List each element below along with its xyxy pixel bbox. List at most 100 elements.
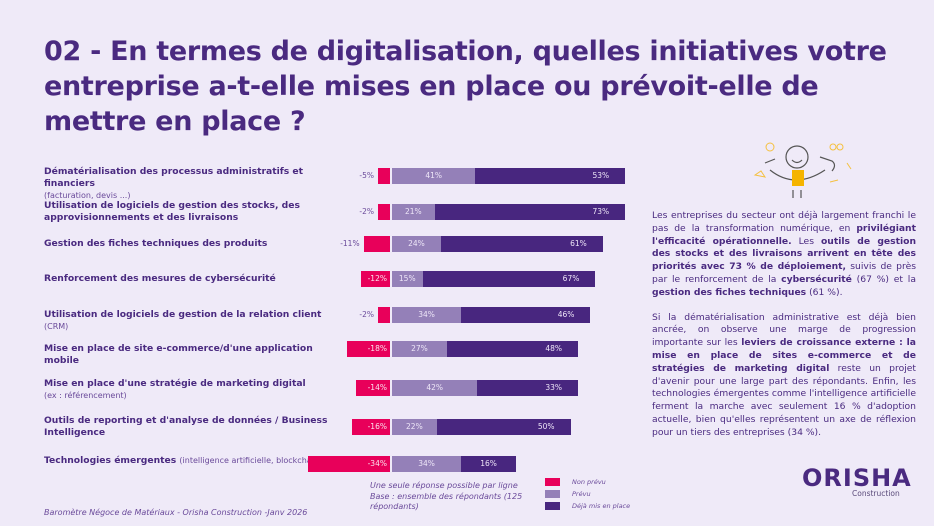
bar-prevu [392, 204, 435, 220]
commentary-run: gestion des fiches techniques [652, 286, 807, 298]
bar-deja-mis-en-place [436, 419, 571, 435]
data-label-prevu: 34% [418, 459, 435, 468]
category-note: (ex : référencement) [44, 391, 127, 400]
commentary-run: privilégiant l'efficacité opérationnelle… [652, 222, 916, 247]
category-name: Gestion des fiches techniques des produi… [44, 238, 268, 249]
category-label: Outils de reporting et d'analyse de donn… [44, 415, 334, 439]
category-name: Dématérialisation des processus administ… [44, 166, 304, 189]
category-label: Mise en place d'une stratégie de marketi… [44, 378, 334, 402]
commentary-run: leviers de croissance externe : la mise … [652, 337, 917, 374]
juggling-figure-illustration [745, 135, 865, 209]
commentary-run: (61 %). [806, 286, 843, 298]
bar-prevu [392, 271, 423, 287]
legend-item-prevu: Prévu [545, 488, 630, 500]
bar-non-prevu [363, 236, 390, 252]
data-label-non-prevu: -34% [367, 459, 387, 468]
category-name: Technologies émergentes [44, 455, 177, 466]
category-label: Utilisation de logiciels de gestion de l… [44, 309, 334, 333]
legend-swatch [545, 478, 560, 486]
data-label-prevu: 15% [398, 274, 416, 283]
data-label-non-prevu: -5% [359, 171, 374, 180]
bar-deja-mis-en-place [440, 236, 603, 252]
bar-deja-mis-en-place [434, 204, 626, 220]
data-label-prevu: 41% [425, 171, 443, 180]
note-line: Base : ensemble des répondants (125 répo… [370, 491, 523, 512]
data-label-deja-mis-en-place: 33% [545, 383, 562, 392]
commentary-paragraph-2: Si la dématérialisation administrative e… [652, 312, 916, 440]
bar-deja-mis-en-place [461, 307, 591, 323]
bar-non-prevu [356, 380, 390, 396]
bar-non-prevu [378, 168, 390, 184]
data-label-non-prevu: -11% [340, 239, 360, 248]
bar-prevu [392, 307, 462, 323]
logo-name: ORISHA [802, 464, 912, 492]
data-label-prevu: 24% [408, 239, 425, 248]
category-label: Mise en place de site e-commerce/d'une a… [44, 343, 334, 367]
data-label-deja-mis-en-place: 73% [592, 207, 610, 216]
commentary-run: suivis de près par le renforcement de la [652, 261, 917, 285]
category-label: Technologies émergentes (intelligence ar… [44, 455, 334, 467]
note-line: Une seule réponse possible par ligne [370, 481, 518, 490]
page-title: 02 - En termes de digitalisation, quelle… [44, 36, 887, 137]
orisha-logo: ORISHA Construction [802, 464, 912, 498]
data-label-non-prevu: -18% [367, 344, 387, 353]
commentary-run: cybersécurité [781, 273, 852, 285]
bar-non-prevu [378, 204, 390, 220]
legend-label: Prévu [572, 490, 591, 498]
bar-non-prevu [378, 307, 390, 323]
data-label-deja-mis-en-place: 16% [480, 459, 497, 468]
bar-non-prevu [308, 456, 390, 472]
bar-prevu [392, 419, 437, 435]
data-label-prevu: 21% [405, 207, 422, 216]
data-label-prevu: 22% [406, 422, 423, 431]
bar-prevu [392, 380, 478, 396]
category-name: Renforcement des mesures de cybersécurit… [44, 273, 276, 284]
commentary-run: outils de gestion des stocks et des livr… [652, 235, 916, 273]
data-label-prevu: 42% [426, 383, 444, 392]
category-name: Outils de reporting et d'analyse de donn… [44, 415, 328, 438]
data-label-non-prevu: -2% [359, 310, 374, 319]
category-note: (CRM) [44, 322, 69, 331]
bar-non-prevu [361, 271, 390, 287]
legend-label: Non prévu [572, 478, 606, 486]
category-note: (intelligence artificielle, blockchain .… [179, 456, 333, 465]
data-label-deja-mis-en-place: 48% [545, 344, 562, 353]
bar-deja-mis-en-place [475, 168, 626, 184]
category-name: Mise en place de site e-commerce/d'une a… [44, 343, 313, 366]
data-label-prevu: 27% [411, 344, 428, 353]
bar-deja-mis-en-place [446, 341, 578, 357]
data-label-deja-mis-en-place: 53% [592, 171, 610, 180]
bar-prevu [392, 341, 447, 357]
commentary-text: Les entreprises du secteur ont déjà larg… [652, 210, 916, 452]
bar-non-prevu [346, 341, 390, 357]
footer-source: Baromètre Négoce de Matériaux - Orisha C… [44, 508, 308, 517]
data-label-deja-mis-en-place: 61% [570, 239, 587, 248]
legend-label: Déjà mis en place [572, 502, 631, 510]
category-label: Renforcement des mesures de cybersécurit… [44, 273, 334, 285]
commentary-run: Les entreprises du secteur ont déjà larg… [652, 210, 916, 234]
data-label-deja-mis-en-place: 67% [562, 274, 580, 283]
category-name: Utilisation de logiciels de gestion des … [44, 200, 300, 223]
legend-swatch [545, 490, 560, 498]
commentary-run: Si la dématérialisation administrative e… [652, 311, 916, 349]
data-label-non-prevu: -16% [367, 422, 387, 431]
category-note: (facturation, devis ...) [44, 191, 131, 200]
category-label: Utilisation de logiciels de gestion des … [44, 200, 334, 224]
bar-prevu [392, 456, 462, 472]
data-label-non-prevu: -12% [367, 274, 387, 283]
category-name: Mise en place d'une stratégie de marketi… [44, 378, 306, 389]
category-name: Utilisation de logiciels de gestion de l… [44, 309, 322, 320]
bar-deja-mis-en-place [461, 456, 516, 472]
commentary-run: Les [791, 235, 821, 247]
bar-deja-mis-en-place [422, 271, 596, 287]
legend-item-non-prevu: Non prévu [545, 476, 630, 488]
legend-item-deja-mis-en-place: Déjà mis en place [545, 500, 630, 512]
bar-deja-mis-en-place [477, 380, 578, 396]
data-label-deja-mis-en-place: 50% [537, 422, 555, 431]
chart-note: Une seule réponse possible par ligne Bas… [370, 481, 530, 513]
chart-legend: Non prévu Prévu Déjà mis en place [545, 476, 630, 512]
category-label: Gestion des fiches techniques des produi… [44, 238, 334, 250]
bar-prevu [392, 236, 441, 252]
data-label-non-prevu: -2% [359, 207, 374, 216]
